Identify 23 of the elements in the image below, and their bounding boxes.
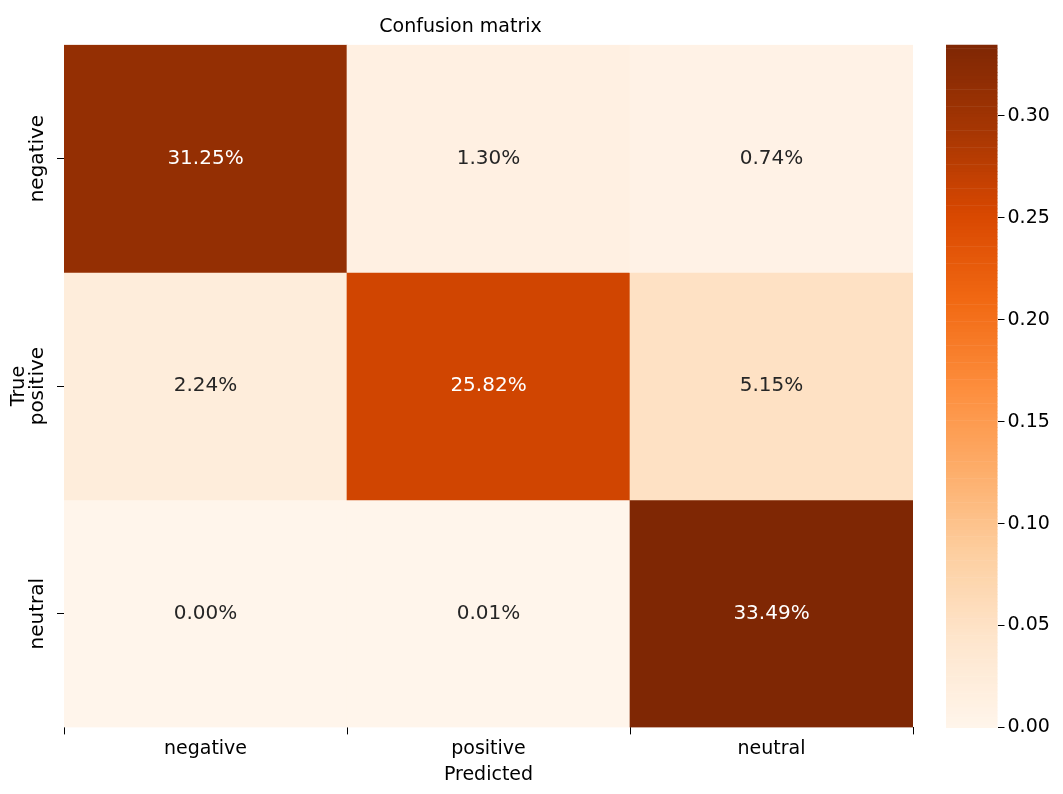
data-label: 31.25% — [167, 144, 244, 169]
data-label: 1.30% — [456, 144, 521, 169]
color-bar-label: 0.25 — [1007, 204, 1050, 227]
y-tick-label: neutral — [24, 577, 49, 650]
color-bar-label: 0.00 — [1007, 714, 1050, 737]
data-label: 2.24% — [173, 372, 238, 397]
data-label: 5.15% — [739, 372, 804, 397]
x-tick-label: neutral — [737, 735, 806, 758]
data-label: 0.74% — [739, 144, 804, 169]
x-axis-title: Predicted — [443, 761, 534, 784]
data-label: 25.82% — [450, 372, 527, 397]
x-tick-label: negative — [163, 735, 248, 758]
color-bar-label: 0.15 — [1007, 408, 1050, 431]
y-tick-label: negative — [24, 114, 49, 203]
chart-title: Confusion matrix — [379, 14, 542, 37]
data-label: 33.49% — [733, 599, 810, 624]
color-bar-label: 0.05 — [1007, 612, 1050, 635]
x-tick-label: positive — [451, 735, 526, 758]
data-label: 0.00% — [173, 599, 238, 624]
data-label: 0.01% — [456, 599, 521, 624]
color-bar-label: 0.30 — [1007, 102, 1050, 125]
color-bar-label: 0.20 — [1007, 306, 1050, 329]
color-bar-label: 0.10 — [1007, 510, 1050, 533]
